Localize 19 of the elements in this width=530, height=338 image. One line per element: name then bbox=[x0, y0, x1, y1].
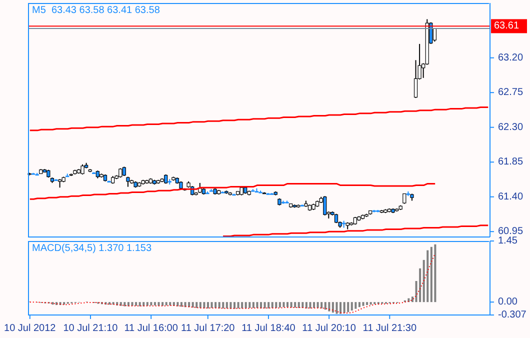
y-tick-label: 62.30 bbox=[498, 122, 524, 133]
chart-title: M5 63.43 63.58 63.41 63.58 bbox=[32, 5, 160, 16]
x-tick-label: 11 Jul 21:30 bbox=[362, 323, 417, 334]
x-tick-label: 10 Jul 2012 bbox=[4, 323, 56, 334]
y-tick-label: 1.45 bbox=[498, 236, 518, 246]
x-tick-label: 11 Jul 17:20 bbox=[181, 323, 236, 334]
y-tick-label: 0.00 bbox=[498, 296, 518, 308]
y-tick-label: 60.95 bbox=[498, 226, 524, 238]
y-tick-label: 62.75 bbox=[498, 87, 524, 98]
y-tick-label: -0.307 bbox=[498, 310, 527, 320]
ref-line-label: 63.61 bbox=[494, 20, 520, 32]
x-tick-label: 10 Jul 21:10 bbox=[63, 323, 118, 334]
x-tick-label: 11 Jul 20:10 bbox=[302, 323, 356, 334]
x-tick-label: 11 Jul 18:40 bbox=[242, 323, 296, 334]
y-tick-label: 61.40 bbox=[498, 191, 524, 202]
y-tick-label: 63.20 bbox=[498, 52, 524, 64]
x-tick-label: 11 Jul 16:00 bbox=[124, 323, 178, 334]
y-tick-label: 61.85 bbox=[498, 156, 524, 168]
chart-title: MACD(5,34,5) 1.370 1.153 bbox=[32, 243, 152, 254]
